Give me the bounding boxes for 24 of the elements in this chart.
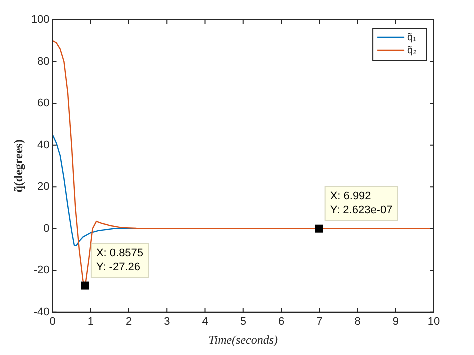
x-tick-label: 4 — [202, 316, 208, 328]
x-tick-label: 3 — [164, 316, 170, 328]
y-tick-label: -40 — [34, 306, 50, 318]
annotation: X: 0.8575 Y: -27.26 — [96, 247, 144, 274]
y-tick-label: 40 — [38, 139, 50, 152]
x-tick-label: 6 — [278, 316, 285, 328]
y-tick-label: 20 — [38, 181, 50, 194]
y-tick-label: -20 — [34, 264, 50, 277]
x-tick-label: 10 — [428, 316, 440, 328]
y-axis-title: q̃(degrees) — [11, 140, 26, 193]
annotation: X: 6.992 Y: 2.623e-07 — [330, 190, 393, 216]
x-tick-label: 7 — [316, 316, 323, 328]
y-tick-label: 100 — [31, 14, 50, 26]
legend-label: q̃₁ — [407, 32, 418, 44]
x-tick-label: 5 — [240, 316, 246, 328]
y-tick-label: 80 — [38, 56, 50, 68]
x-tick-label: 8 — [354, 316, 361, 328]
x-tick-label: 9 — [392, 316, 399, 328]
y-tick-label: 60 — [38, 98, 50, 110]
legend-label: q̃₂ — [407, 45, 418, 56]
x-axis-title: Time(seconds) — [208, 332, 278, 347]
x-tick-label: 1 — [88, 316, 94, 328]
y-tick-label: 0 — [44, 222, 50, 235]
x-tick-label: 2 — [126, 316, 132, 328]
